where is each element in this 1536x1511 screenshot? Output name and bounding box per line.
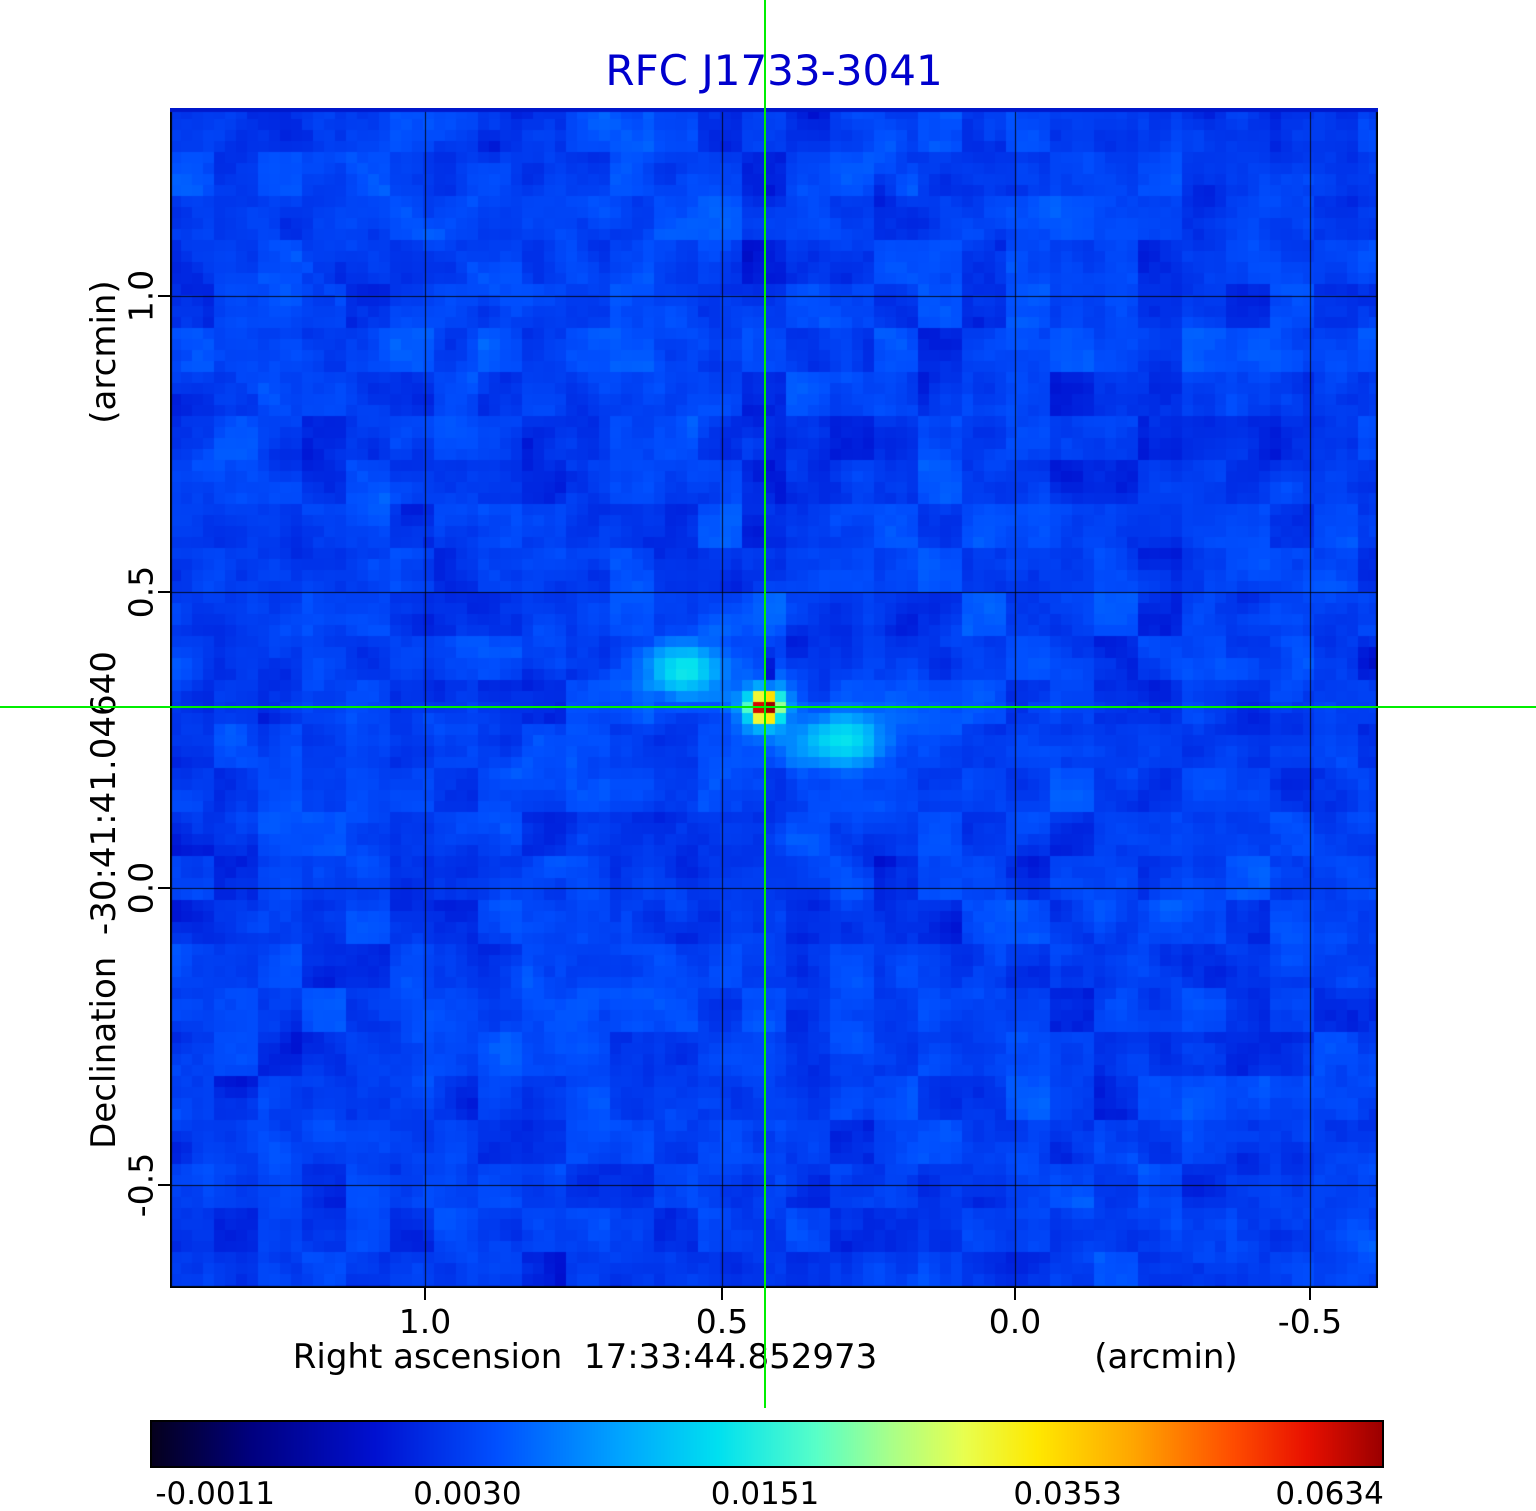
x-axis-label: Right ascension 17:33:44.852973 xyxy=(292,1337,878,1377)
x-axis-tick-mark xyxy=(1013,1288,1016,1300)
x-axis-tick-mark xyxy=(1308,1288,1311,1300)
x-axis-unit-label: (arcmin) xyxy=(1094,1337,1238,1377)
x-axis-tick-label: 0.0 xyxy=(988,1302,1042,1341)
colorbar-tick-label: -0.0011 xyxy=(155,1476,276,1511)
y-axis-label: Declination -30:41:41.04640 xyxy=(84,651,124,1149)
y-axis-tick-mark xyxy=(158,1183,170,1186)
x-axis-tick-label: 0.5 xyxy=(695,1302,749,1341)
x-axis-tick-mark xyxy=(424,1288,426,1300)
colorbar-tick-label: 0.0353 xyxy=(1013,1476,1122,1511)
sky-map-heatmap xyxy=(170,108,1378,1288)
y-axis-tick-label: 0.5 xyxy=(121,565,161,619)
colorbar xyxy=(150,1420,1384,1468)
x-axis-tick-mark xyxy=(721,1288,724,1300)
y-axis-tick-mark xyxy=(158,886,170,889)
y-axis-unit-label: (arcmin) xyxy=(84,280,124,424)
y-axis-tick-label: 1.0 xyxy=(121,269,161,323)
crosshair-horizontal-line xyxy=(0,705,1536,708)
x-axis-tick-label: -0.5 xyxy=(1277,1302,1343,1341)
y-axis-tick-mark xyxy=(158,294,170,297)
y-axis-tick-mark xyxy=(158,591,170,594)
colorbar-tick-label: 0.0151 xyxy=(710,1476,820,1511)
colorbar-tick-label: 0.0634 xyxy=(1275,1476,1384,1511)
crosshair-vertical-line xyxy=(763,0,766,1408)
chart-title: RFC J1733-3041 xyxy=(605,46,943,95)
colorbar-tick-label: 0.0030 xyxy=(413,1476,522,1511)
y-axis-tick-label: 0.0 xyxy=(121,861,161,915)
y-axis-tick-label: -0.5 xyxy=(121,1152,161,1218)
x-axis-tick-label: 1.0 xyxy=(398,1302,452,1341)
